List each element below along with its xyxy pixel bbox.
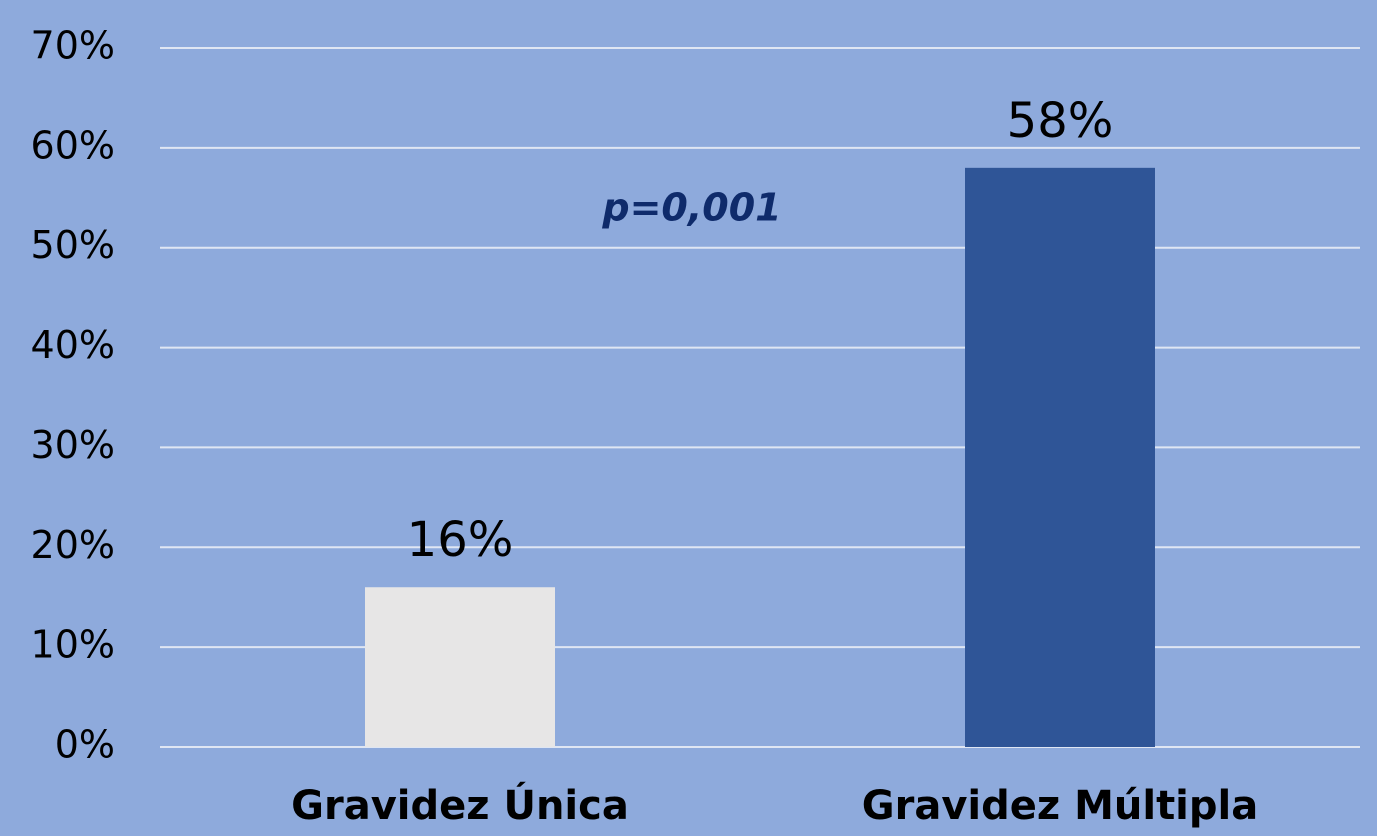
bar — [365, 587, 555, 747]
y-tick-label: 20% — [31, 523, 115, 567]
value-label: 16% — [407, 512, 514, 568]
y-tick-label: 10% — [31, 623, 115, 667]
bar — [965, 167, 1155, 748]
annotation: p=0,001 — [601, 186, 781, 230]
y-tick-label: 30% — [31, 423, 115, 467]
y-tick-label: 0% — [55, 723, 115, 767]
value-label: 58% — [1007, 93, 1114, 149]
x-tick-label: Gravidez Única — [291, 781, 629, 829]
y-tick-label: 70% — [31, 24, 115, 68]
y-tick-label: 50% — [31, 223, 115, 267]
y-tick-label: 60% — [31, 123, 115, 167]
x-tick-label: Gravidez Múltipla — [862, 783, 1258, 829]
y-tick-label: 40% — [31, 323, 115, 367]
